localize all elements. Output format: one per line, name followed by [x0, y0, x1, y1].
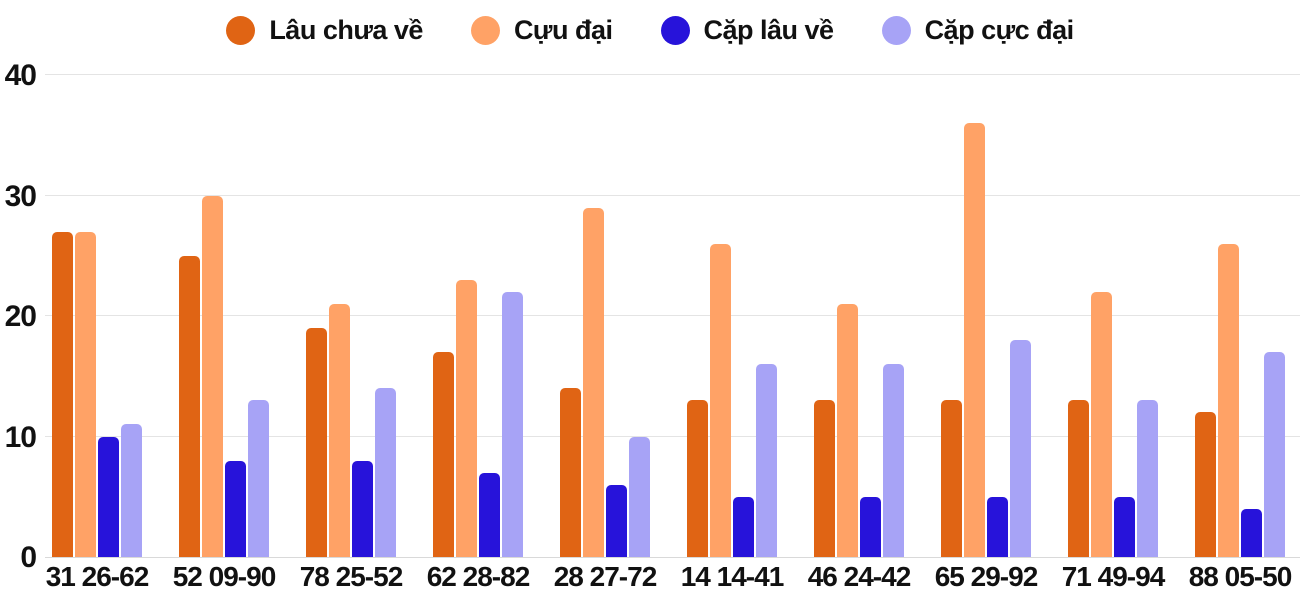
- x-tick-label: 88 05-50: [1188, 561, 1293, 592]
- x-tick-label: 52 09-90: [172, 561, 277, 592]
- bar: [1114, 496, 1135, 557]
- bar: [75, 231, 96, 557]
- y-tick-label: 10: [4, 420, 37, 454]
- legend-label: Cựu đại: [513, 14, 613, 45]
- bar-group: [1195, 243, 1285, 557]
- x-tick-label: 28 27-72: [553, 561, 658, 592]
- x-tick-label: 78 25-52: [299, 561, 404, 592]
- y-axis: 0 10 20 30 40: [0, 61, 37, 573]
- legend-item-lau-chua-ve[interactable]: Lâu chưa về: [226, 15, 423, 46]
- bar: [1010, 340, 1031, 557]
- y-tick-label: 30: [4, 179, 37, 213]
- legend-swatch-icon: [881, 15, 911, 45]
- bar: [860, 496, 881, 557]
- bar: [1241, 508, 1262, 557]
- bar-group: [814, 303, 904, 557]
- bar: [883, 364, 904, 557]
- bar: [502, 291, 523, 557]
- bar: [433, 352, 454, 557]
- y-tick-label: 0: [20, 541, 37, 574]
- bar-group: [52, 231, 142, 557]
- gridline: [45, 315, 1300, 316]
- bar-group: [687, 243, 777, 557]
- bar: [710, 243, 731, 557]
- bar: [98, 436, 119, 557]
- legend-label: Cặp cực đại: [924, 14, 1075, 45]
- bar: [1218, 243, 1239, 557]
- x-tick-label: 46 24-42: [807, 561, 912, 592]
- bar: [179, 255, 200, 557]
- bar: [225, 460, 246, 557]
- x-tick-label: 71 49-94: [1061, 561, 1166, 592]
- chart-legend: Lâu chưa về Cựu đại Cặp lâu về Cặp cực đ…: [0, 8, 1300, 52]
- bar: [987, 496, 1008, 557]
- bar: [306, 328, 327, 557]
- x-tick-label: 62 28-82: [426, 561, 531, 592]
- y-tick-label: 20: [4, 300, 37, 333]
- bar: [606, 484, 627, 557]
- bar-group: [179, 195, 269, 557]
- bar: [1068, 400, 1089, 557]
- bar: [687, 400, 708, 557]
- x-tick-label: 14 14-41: [680, 561, 785, 592]
- bar: [1091, 291, 1112, 557]
- bar: [733, 496, 754, 557]
- bar: [814, 400, 835, 557]
- bar-group: [941, 123, 1031, 557]
- bar-group: [306, 303, 396, 557]
- plot-area: [45, 74, 1300, 558]
- bar: [248, 400, 269, 557]
- bar: [479, 472, 500, 557]
- legend-item-cuu-dai[interactable]: Cựu đại: [470, 14, 613, 46]
- bar: [352, 460, 373, 557]
- y-tick-label: 40: [4, 59, 37, 92]
- gridline: [45, 435, 1300, 437]
- bar: [1264, 352, 1285, 557]
- legend-swatch-icon: [470, 15, 500, 45]
- x-axis: 31 26-62 52 09-90 78 25-52 62 28-82 28 27-72…: [45, 561, 1300, 600]
- bar: [456, 279, 477, 557]
- x-tick-label: 31 26-62: [45, 561, 150, 592]
- gridline: [45, 74, 1300, 75]
- bar: [1137, 400, 1158, 557]
- bar: [375, 388, 396, 557]
- legend-label: Cặp lâu về: [703, 14, 835, 45]
- bar-group: [1068, 291, 1158, 557]
- bar: [52, 231, 73, 557]
- bar: [583, 207, 604, 557]
- bar: [941, 400, 962, 557]
- bar: [329, 303, 350, 557]
- legend-label: Lâu chưa về: [269, 14, 423, 45]
- gridline: [45, 194, 1300, 196]
- legend-swatch-icon: [226, 15, 256, 45]
- bar: [756, 364, 777, 557]
- bar: [202, 195, 223, 557]
- bar: [1195, 412, 1216, 557]
- x-tick-label: 65 29-92: [934, 561, 1039, 592]
- bar: [837, 303, 858, 557]
- bar: [121, 424, 142, 557]
- legend-item-cap-lau-ve[interactable]: Cặp lâu về: [660, 14, 835, 46]
- bar: [629, 436, 650, 557]
- bar: [964, 123, 985, 557]
- legend-swatch-icon: [660, 15, 690, 45]
- bar-group: [560, 207, 650, 557]
- bar: [560, 388, 581, 557]
- legend-item-cap-cuc-dai[interactable]: Cặp cực đại: [881, 14, 1075, 46]
- bar-group: [433, 279, 523, 557]
